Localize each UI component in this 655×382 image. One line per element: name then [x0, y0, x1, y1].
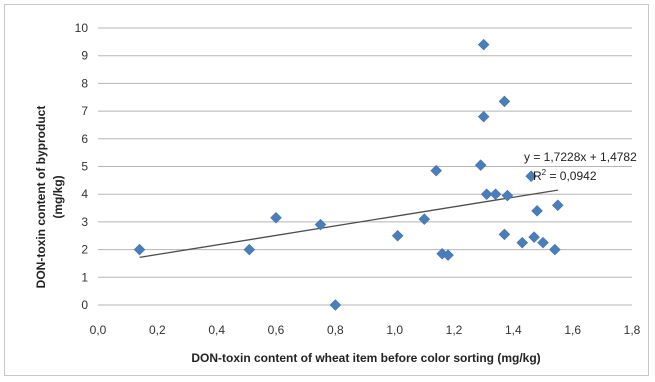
x-tick-label: 1,8 [624, 323, 641, 337]
x-tick-labels: 0,0 0,2 0,4 0,6 0,8 1,0 1,2 1,4 1,6 1,8 [90, 323, 641, 337]
data-point [551, 199, 564, 212]
data-point [270, 211, 282, 224]
data-point [442, 249, 454, 261]
r-squared-exponent: 2 [542, 168, 547, 177]
y-tick-label: 7 [81, 104, 88, 118]
data-point [480, 188, 493, 201]
x-tick-label: 0,6 [268, 323, 285, 337]
data-point [430, 164, 443, 177]
data-point [314, 218, 327, 231]
trendline-equation: y = 1,7228x + 1,4782 [524, 150, 637, 164]
y-tick-label: 6 [81, 132, 88, 146]
x-tick-label: 1,2 [446, 323, 463, 337]
y-tick-label: 9 [81, 49, 88, 63]
y-axis-title-line-1: DON-toxin content of byproduct [34, 106, 48, 289]
data-point [528, 231, 540, 243]
data-point [477, 38, 490, 51]
trendline [139, 189, 558, 259]
y-tick-label: 4 [81, 187, 88, 201]
y-tick-label: 8 [81, 76, 88, 90]
y-tick-labels: 0 1 2 3 4 5 6 7 8 9 10 [75, 21, 89, 312]
data-point [498, 95, 511, 108]
y-tick-label: 2 [81, 243, 88, 257]
x-tick-label: 1,6 [564, 323, 581, 337]
y-tick-label: 0 [81, 298, 88, 312]
data-point [501, 189, 514, 202]
data-point [516, 236, 529, 249]
data-point [133, 243, 146, 256]
data-point [418, 213, 431, 225]
data-point [489, 188, 502, 201]
data-point [537, 236, 549, 249]
x-tick-label: 0,4 [208, 323, 225, 337]
r-squared-r: R [533, 169, 542, 183]
data-point [525, 170, 537, 183]
gridlines [98, 27, 632, 306]
x-axis-title: DON-toxin content of wheat item before c… [191, 351, 540, 365]
y-axis-title-line-2: (mg/kg) [51, 175, 65, 218]
r-squared-value: = 0,0942 [546, 169, 597, 183]
data-point [549, 243, 561, 256]
chart-frame: 0,0 0,2 0,4 0,6 0,8 1,0 1,2 1,4 1,6 1,8 0 1 2 3 4 5 6 7 8… [4, 4, 649, 376]
x-tick-label: 0,2 [149, 323, 166, 337]
data-point [243, 243, 256, 256]
y-tick-label: 10 [75, 21, 89, 35]
x-tick-label: 0,0 [90, 323, 107, 337]
data-point [474, 159, 487, 171]
x-tick-label: 1,4 [505, 323, 522, 337]
y-tick-label: 1 [81, 270, 88, 284]
y-axis-title: DON-toxin content of byproduct (mg/kg) [34, 106, 65, 289]
data-point [498, 228, 511, 241]
data-point [531, 204, 543, 217]
data-point [329, 299, 342, 311]
x-tick-label: 0,8 [327, 323, 344, 337]
y-tick-label: 5 [81, 160, 88, 174]
scatter-chart: 0,0 0,2 0,4 0,6 0,8 1,0 1,2 1,4 1,6 1,8 0 1 2 3 4 5 6 7 8… [34, 21, 641, 365]
data-points [133, 38, 564, 311]
x-tick-label: 1,0 [386, 323, 403, 337]
data-point [391, 229, 404, 242]
y-tick-label: 3 [81, 215, 88, 229]
data-point [477, 110, 490, 123]
r-squared-label: R2 = 0,0942 [533, 168, 597, 183]
